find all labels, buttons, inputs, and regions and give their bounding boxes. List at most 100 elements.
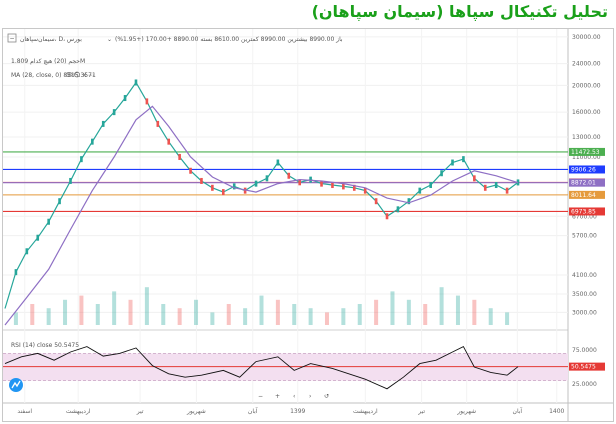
level-tag-label: 8011.64 (571, 192, 596, 199)
level-tag (569, 178, 605, 187)
volume-bar (374, 299, 379, 325)
price-candle (320, 180, 323, 187)
volume-bar (275, 299, 280, 325)
level-tags: 11472.539906.268890.008872.018011.646973… (569, 147, 605, 371)
time-tick-label: اردیبهشت (353, 408, 378, 415)
price-chart[interactable]: 30000.00 24000.00 20000.00 16000.00 13000.00… (3, 29, 613, 421)
eye-icon[interactable] (65, 72, 73, 77)
price-tick-label: 16000.00 (572, 109, 601, 116)
volume-bar (472, 299, 477, 325)
level-tag (569, 190, 605, 199)
price-tick-label: 3500.00 (572, 291, 597, 298)
volume-bar (144, 287, 149, 325)
page-title: تحلیل تکنیکال سپاها (سیمان سپاهان) (311, 2, 608, 21)
level-tag-label: 9906.26 (571, 166, 596, 173)
price-candle (36, 234, 40, 241)
rsi-value-tag (569, 362, 605, 371)
price-tick-label: 6700.00 (572, 213, 597, 220)
price-axis[interactable]: 30000.00 24000.00 20000.00 16000.00 13000.00… (572, 34, 601, 316)
legend-ma: MA (28, close, 0) 8915.3571 (11, 72, 96, 79)
price-candle (232, 183, 236, 190)
volume-bar (210, 312, 215, 325)
gear-icon[interactable] (74, 71, 80, 78)
volume-bar (79, 295, 84, 325)
collapse-icon[interactable] (7, 33, 17, 43)
volume-bars (13, 287, 510, 325)
price-candle (451, 159, 454, 166)
price-candle (200, 177, 203, 184)
time-tick-label: آبان (513, 406, 523, 415)
volume-bar (30, 304, 35, 325)
price-candle (178, 153, 181, 160)
price-candle (58, 198, 61, 205)
more-icon[interactable]: ⋯ (88, 72, 94, 79)
level-tag (569, 207, 605, 216)
rsi-tick-label: 75.0000 (572, 347, 597, 354)
price-candle (462, 156, 465, 163)
volume-bar (46, 308, 51, 325)
price-candle (221, 189, 225, 196)
price-tick-label: 3000.00 (572, 309, 597, 316)
price-candle (254, 180, 258, 187)
price-candle (25, 248, 29, 255)
price-candle (156, 120, 160, 127)
level-tag-label: 8872.01 (571, 180, 596, 187)
chart-frame[interactable]: 30000.00 24000.00 20000.00 16000.00 13000.00… (2, 28, 614, 422)
volume-bar (13, 312, 18, 325)
volume-bar (161, 304, 166, 325)
volume-bar (488, 308, 493, 325)
time-tick-label: اسفند (17, 408, 32, 415)
price-candle (145, 98, 149, 105)
legend[interactable]: − سیمان‌سپاهان، D، بورس ⌄ باز 8990.00 بی… (7, 33, 343, 349)
price-candle (298, 179, 302, 186)
time-axis[interactable]: اسفند اردیبهشت تیر شهریور آبان 1399 اردیبهشت تی… (17, 406, 564, 415)
close-icon[interactable]: × (82, 72, 87, 79)
volume-bar (357, 304, 362, 325)
grid (3, 29, 568, 403)
price-tick-label: 24000.00 (572, 61, 601, 68)
volume-bar (341, 308, 346, 325)
legend-volume: حجم (20) هیچ کدام 1.809M (11, 58, 85, 65)
volume-bar (226, 304, 231, 325)
price-candle (112, 109, 116, 116)
price-candle (189, 167, 192, 174)
price-tick-label: 20000.00 (572, 82, 601, 89)
time-tick-label: اردیبهشت (66, 408, 91, 415)
time-tick-label: 1400 (549, 408, 564, 415)
price-candle (473, 175, 476, 182)
volume-bar (505, 312, 510, 325)
volume-bar (439, 287, 444, 325)
volume-bar (292, 304, 297, 325)
time-tick-label: تیر (136, 408, 144, 415)
tradingview-logo-icon[interactable] (9, 378, 23, 392)
legend-symbol: سیمان‌سپاهان، D، بورس (20, 36, 82, 43)
price-candle (331, 182, 334, 189)
scroll-right-button[interactable]: › (309, 393, 311, 400)
rsi-line (4, 346, 519, 390)
rsi-value-label: 50.5475 (571, 364, 596, 371)
volume-bar (423, 304, 428, 325)
price-candle (342, 183, 345, 190)
chevron-down-icon[interactable]: ⌄ (107, 36, 112, 43)
price-tick-label: 11000.00 (572, 154, 601, 161)
zoom-in-button[interactable]: + (275, 393, 280, 400)
volume-bar (390, 291, 395, 325)
time-tick-label: آبان (248, 406, 258, 415)
volume-bar (406, 299, 411, 325)
price-candle (211, 184, 214, 191)
price-candle (440, 170, 443, 177)
price-candle (47, 218, 50, 225)
zoom-out-button[interactable]: − (258, 393, 263, 400)
price-tick-label: 4100.00 (572, 272, 597, 279)
nav-controls[interactable]: − + ‹ › ↺ (258, 393, 329, 400)
price-candle (505, 187, 509, 194)
price-candle (265, 175, 269, 182)
volume-bar (112, 291, 117, 325)
scroll-left-button[interactable]: ‹ (293, 393, 295, 400)
price-candle (167, 138, 171, 145)
price-candle (14, 269, 18, 276)
price-line (4, 81, 519, 309)
level-tag-label: 11472.53 (571, 149, 600, 156)
price-candle (363, 187, 367, 194)
reset-button[interactable]: ↺ (324, 393, 329, 400)
